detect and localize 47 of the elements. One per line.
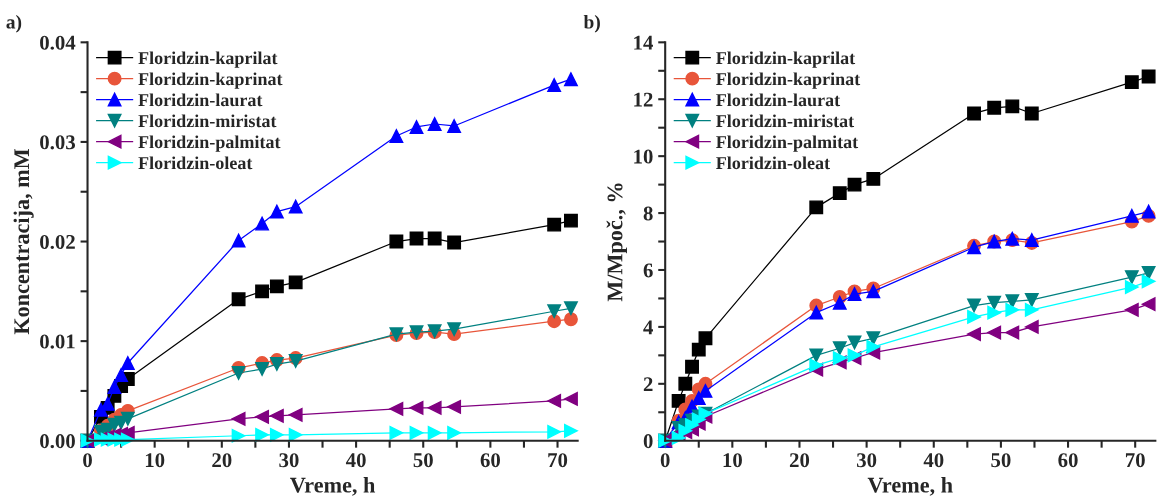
- x-tick-label: 40: [345, 453, 366, 468]
- legend-label: Floridzin-miristat: [716, 114, 855, 128]
- y-tick-label: 10: [634, 149, 653, 164]
- x-axis-title: Vreme, h: [867, 476, 953, 496]
- y-tick-label: 12: [634, 92, 653, 107]
- y-tick-label: 0.04: [40, 35, 76, 50]
- x-tick-label: 70: [548, 453, 568, 468]
- x-tick-label: 10: [723, 453, 742, 468]
- text: a): [6, 14, 22, 33]
- legend-label: Floridzin-kaprilat: [138, 51, 278, 68]
- x-tick-label: 50: [991, 453, 1011, 468]
- x-tick-label: 0: [660, 453, 670, 468]
- x-tick-label: 30: [856, 453, 877, 468]
- legend-label: Floridzin-palmitat: [716, 135, 859, 152]
- x-tick-label: 40: [923, 453, 944, 468]
- legend-label: Floridzin-oleat: [716, 156, 830, 170]
- y-tick-label: 14: [634, 35, 653, 50]
- y-tick-label: 6: [643, 263, 653, 278]
- text: b): [583, 14, 600, 33]
- y-axis-title: M/Mpoč., %: [606, 183, 627, 302]
- x-tick-label: 20: [212, 453, 232, 468]
- x-tick-label: 30: [279, 453, 299, 468]
- legend-label: Floridzin-laurat: [138, 93, 263, 107]
- x-tick-label: 0: [83, 453, 92, 468]
- y-tick-label: 4: [643, 320, 653, 335]
- legend-label: Floridzin-kaprilat: [716, 51, 856, 68]
- legend-label: Floridzin-kaprinat: [138, 72, 283, 89]
- y-tick-label: 0: [643, 434, 653, 449]
- x-tick-label: 50: [413, 453, 433, 468]
- y-tick-label: 0.03: [40, 135, 76, 150]
- legend-label: Floridzin-palmitat: [138, 135, 281, 152]
- x-tick-label: 60: [480, 453, 500, 468]
- x-axis-title: Vreme, h: [290, 476, 376, 496]
- y-tick-label: 2: [643, 377, 653, 392]
- legend-label: Floridzin-miristat: [138, 114, 277, 128]
- x-tick-label: 10: [145, 453, 165, 468]
- y-tick-label: 8: [643, 206, 653, 221]
- x-tick-label: 20: [789, 453, 810, 468]
- y-axis-title: Koncentracija, mM: [13, 148, 34, 335]
- y-tick-label: 0.02: [40, 234, 75, 250]
- y-tick-label: 0.01: [40, 334, 75, 349]
- legend-label: Floridzin-oleat: [138, 156, 253, 170]
- legend-label: Floridzin-laurat: [716, 93, 841, 107]
- legend-label: Floridzin-kaprinat: [716, 72, 861, 89]
- y-tick-label: 0.00: [40, 434, 75, 449]
- x-tick-label: 70: [1125, 453, 1145, 468]
- x-tick-label: 60: [1058, 453, 1078, 468]
